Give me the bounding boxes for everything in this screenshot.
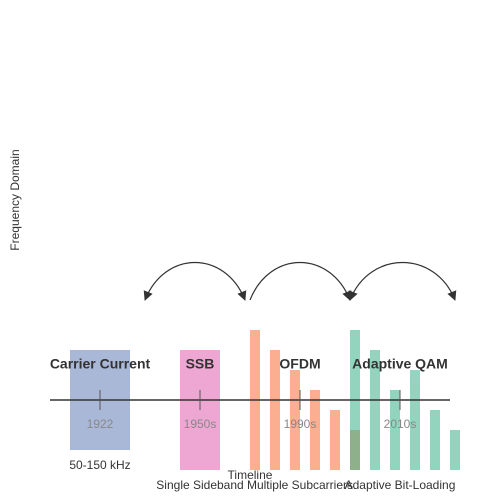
era-note: Single Sideband (156, 478, 243, 492)
arcs (143, 261, 457, 301)
era-title: Carrier Current (50, 356, 151, 372)
era-year: 1922 (87, 417, 114, 431)
era-title: OFDM (279, 356, 320, 372)
axis-label: Frequency Domain (8, 149, 22, 250)
era-year: 1950s (184, 417, 217, 431)
era-title: SSB (186, 356, 215, 372)
era-title: Adaptive QAM (352, 356, 448, 372)
ticks (99, 390, 401, 410)
era-note: Multiple Subcarriers (247, 478, 353, 492)
era-note: 50-150 kHz (69, 458, 130, 472)
era-year: 2010s (384, 417, 417, 431)
era-note: Adaptive Bit-Loading (345, 478, 456, 492)
era-year: 1990s (284, 417, 317, 431)
timeline-label: Timeline (228, 468, 273, 482)
